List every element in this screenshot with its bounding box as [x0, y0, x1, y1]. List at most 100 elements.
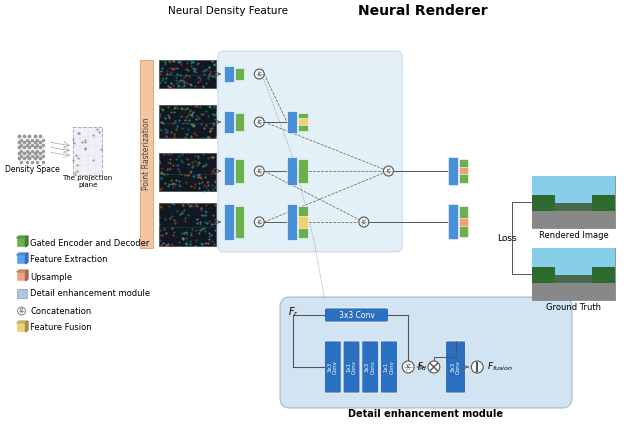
Bar: [458, 159, 468, 183]
Bar: [531, 248, 615, 275]
Polygon shape: [17, 236, 28, 238]
Bar: [235, 68, 244, 80]
Text: C: C: [406, 365, 410, 369]
Bar: [17, 255, 26, 264]
Text: 1x1
Conv: 1x1 Conv: [346, 360, 357, 374]
Bar: [235, 113, 244, 131]
Text: Density Space: Density Space: [5, 164, 60, 174]
Bar: [224, 157, 234, 185]
Circle shape: [254, 69, 264, 79]
Bar: [287, 111, 297, 133]
Text: Feature Extraction: Feature Extraction: [31, 256, 108, 264]
Bar: [224, 66, 234, 82]
Bar: [531, 176, 615, 203]
Bar: [298, 216, 308, 228]
Bar: [235, 159, 244, 183]
Text: The projection
plane: The projection plane: [63, 175, 113, 187]
Text: 3x3 Conv: 3x3 Conv: [339, 311, 374, 319]
Bar: [298, 113, 308, 131]
Polygon shape: [26, 236, 28, 247]
Text: C: C: [362, 219, 365, 225]
Bar: [531, 211, 615, 228]
Circle shape: [428, 361, 440, 373]
Bar: [287, 204, 297, 240]
FancyBboxPatch shape: [445, 341, 465, 393]
Polygon shape: [26, 270, 28, 281]
Bar: [159, 153, 216, 191]
FancyBboxPatch shape: [218, 51, 403, 252]
Text: Gated Encoder and Decoder: Gated Encoder and Decoder: [31, 238, 150, 248]
Bar: [531, 248, 615, 300]
FancyBboxPatch shape: [280, 297, 572, 408]
Polygon shape: [17, 253, 28, 255]
Bar: [458, 167, 468, 174]
Bar: [17, 238, 26, 247]
Circle shape: [254, 117, 264, 127]
Bar: [592, 195, 615, 215]
Polygon shape: [26, 253, 28, 264]
Polygon shape: [17, 270, 28, 272]
Text: Neural Renderer: Neural Renderer: [358, 4, 488, 18]
FancyBboxPatch shape: [381, 341, 397, 393]
Bar: [159, 60, 216, 88]
Bar: [298, 118, 308, 125]
Text: C: C: [257, 219, 261, 225]
Bar: [17, 272, 26, 281]
Text: 1x1
Conv: 1x1 Conv: [383, 360, 394, 374]
Bar: [298, 206, 308, 238]
Circle shape: [254, 166, 264, 176]
FancyBboxPatch shape: [343, 341, 360, 393]
Circle shape: [254, 217, 264, 227]
FancyBboxPatch shape: [362, 341, 379, 393]
Text: Detail enhancement module: Detail enhancement module: [31, 289, 150, 299]
Bar: [298, 159, 308, 183]
Bar: [224, 204, 234, 240]
Text: C: C: [20, 308, 23, 314]
Text: 3x3
Conv: 3x3 Conv: [450, 360, 461, 374]
Polygon shape: [26, 321, 28, 332]
Bar: [159, 203, 216, 246]
Bar: [159, 105, 216, 138]
Bar: [17, 323, 26, 332]
Bar: [531, 176, 615, 228]
Bar: [447, 157, 458, 185]
Text: C: C: [257, 71, 261, 77]
Bar: [447, 204, 458, 239]
Bar: [458, 218, 468, 226]
Bar: [140, 60, 153, 248]
Text: Detail enhancement module: Detail enhancement module: [348, 409, 504, 419]
Text: $F_r$: $F_r$: [288, 305, 299, 319]
FancyBboxPatch shape: [324, 341, 341, 393]
Text: Ground Truth: Ground Truth: [546, 303, 601, 311]
Text: Feature Fusion: Feature Fusion: [31, 323, 92, 333]
Bar: [531, 267, 555, 285]
Text: C: C: [257, 120, 261, 124]
Circle shape: [403, 361, 414, 373]
Circle shape: [383, 166, 394, 176]
Circle shape: [18, 307, 26, 315]
Bar: [458, 206, 468, 237]
Bar: [73, 127, 102, 175]
Bar: [17, 289, 26, 298]
Text: C: C: [257, 168, 261, 174]
Bar: [531, 195, 555, 214]
Text: Neural Density Feature: Neural Density Feature: [168, 6, 288, 16]
Text: Loss: Loss: [497, 233, 516, 242]
Polygon shape: [17, 321, 28, 323]
Text: $F_{fusion}$: $F_{fusion}$: [487, 361, 513, 373]
Circle shape: [359, 217, 369, 227]
Bar: [235, 206, 244, 238]
Text: $F_d$: $F_d$: [417, 361, 428, 373]
Bar: [224, 111, 234, 133]
Text: 3x3
Conv: 3x3 Conv: [365, 360, 376, 374]
Bar: [287, 157, 297, 185]
Circle shape: [471, 361, 483, 373]
Text: Concatenation: Concatenation: [31, 307, 92, 315]
Bar: [531, 284, 615, 300]
Text: Upsample: Upsample: [31, 272, 72, 281]
Bar: [592, 267, 615, 287]
Text: Point Rasterization: Point Rasterization: [142, 118, 151, 190]
Text: C: C: [387, 168, 390, 174]
FancyBboxPatch shape: [324, 308, 388, 322]
Text: 3x3
Conv: 3x3 Conv: [328, 360, 338, 374]
